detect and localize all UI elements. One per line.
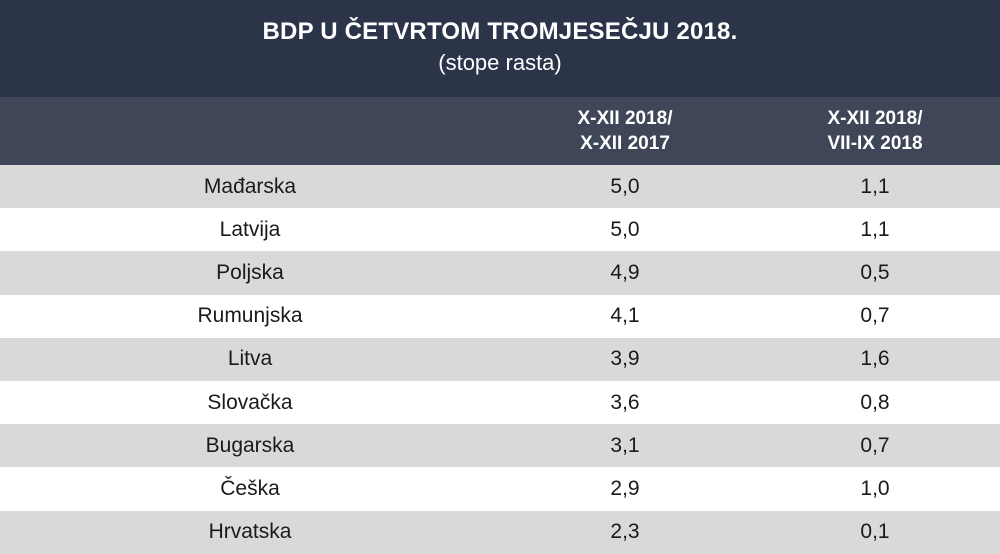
table-row: Latvija 5,0 1,1 <box>0 208 1000 252</box>
title-bar: BDP U ČETVRTOM TROMJESEČJU 2018. (stope … <box>0 0 1000 97</box>
header-qoq: X-XII 2018/ VII-IX 2018 <box>750 106 1000 156</box>
yoy-value-cell: 5,0 <box>610 217 640 241</box>
country-cell: Bugarska <box>205 433 295 457</box>
country-cell: Latvija <box>219 217 281 241</box>
yoy-value-cell: 5,0 <box>610 174 640 198</box>
qoq-value-cell: 0,7 <box>860 433 890 457</box>
qoq-value-cell: 1,0 <box>860 476 890 500</box>
table-row: Bugarska 3,1 0,7 <box>0 424 1000 468</box>
yoy-value-cell: 4,1 <box>610 304 640 328</box>
qoq-value-cell: 0,1 <box>860 520 890 544</box>
header-yoy-line1: X-XII 2018/ <box>577 108 673 129</box>
table-row: Češka 2,9 1,0 <box>0 467 1000 511</box>
country-cell: Slovačka <box>207 390 293 414</box>
qoq-value-cell: 1,6 <box>860 347 890 371</box>
table-title: BDP U ČETVRTOM TROMJESEČJU 2018. <box>262 18 738 45</box>
table-row: Hrvatska 2,3 0,1 <box>0 510 1000 554</box>
qoq-value-cell: 0,8 <box>860 390 890 414</box>
yoy-value-cell: 2,9 <box>610 476 640 500</box>
country-cell: Litva <box>227 347 273 371</box>
qoq-value-cell: 1,1 <box>860 174 890 198</box>
column-header-row: X-XII 2018/ X-XII 2017 X-XII 2018/ VII-I… <box>0 97 1000 165</box>
table-subtitle: (stope rasta) <box>438 50 562 75</box>
header-qoq-line2: VII-IX 2018 <box>827 133 923 154</box>
header-yoy-line2: X-XII 2017 <box>580 133 670 154</box>
country-cell: Češka <box>220 476 280 500</box>
yoy-value-cell: 2,3 <box>610 520 640 544</box>
yoy-value-cell: 3,9 <box>610 347 640 371</box>
qoq-value-cell: 1,1 <box>860 217 890 241</box>
table-row: Poljska 4,9 0,5 <box>0 251 1000 295</box>
country-cell: Rumunjska <box>197 304 303 328</box>
country-cell: Mađarska <box>203 174 297 198</box>
qoq-value-cell: 0,5 <box>860 260 890 284</box>
table-row: Mađarska 5,0 1,1 <box>0 165 1000 209</box>
qoq-value-cell: 0,7 <box>860 304 890 328</box>
table-row: Litva 3,9 1,6 <box>0 337 1000 381</box>
country-cell: Poljska <box>216 260 284 284</box>
header-qoq-line1: X-XII 2018/ <box>827 108 923 129</box>
table-row: Slovačka 3,6 0,8 <box>0 380 1000 425</box>
header-yoy: X-XII 2018/ X-XII 2017 <box>500 106 750 156</box>
yoy-value-cell: 3,6 <box>610 390 640 414</box>
yoy-value-cell: 3,1 <box>610 433 640 457</box>
yoy-value-cell: 4,9 <box>610 260 640 284</box>
table-body: Mađarska 5,0 1,1 Latvija 5,0 1,1 Poljska 4,9 0,5… <box>0 165 1000 554</box>
country-cell: Hrvatska <box>208 520 292 544</box>
table-row: Rumunjska 4,1 0,7 <box>0 294 1000 338</box>
